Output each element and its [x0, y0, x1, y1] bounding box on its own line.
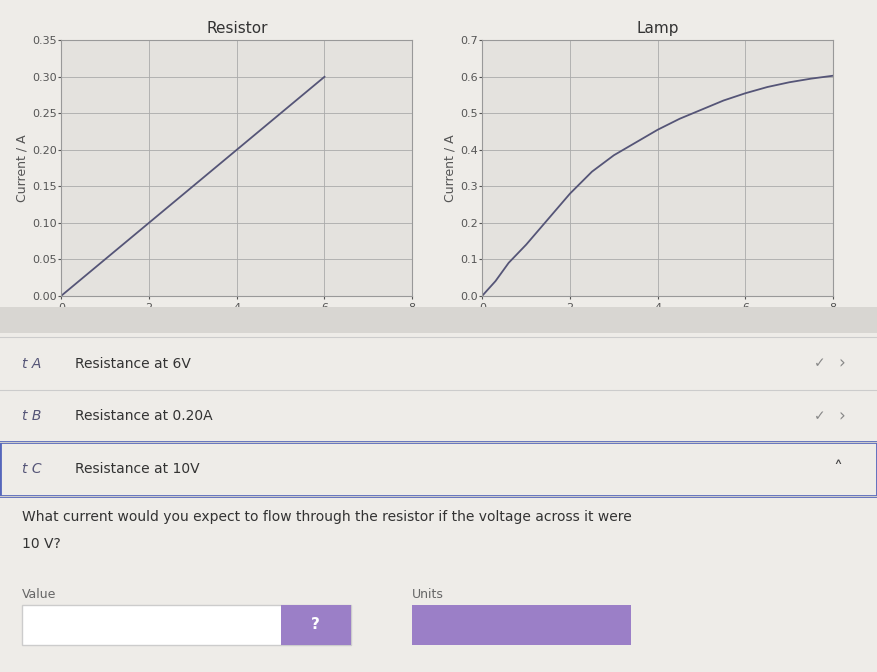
Text: t A: t A — [22, 357, 41, 370]
Title: Resistor: Resistor — [206, 22, 267, 36]
Text: ✓: ✓ — [814, 409, 826, 423]
Text: ?: ? — [311, 618, 320, 632]
Text: Units: Units — [412, 588, 444, 601]
Text: Value: Value — [22, 588, 56, 601]
Text: Resistance at 10V: Resistance at 10V — [75, 462, 199, 476]
FancyBboxPatch shape — [22, 605, 351, 645]
Y-axis label: Current / A: Current / A — [15, 134, 28, 202]
Y-axis label: Current / A: Current / A — [443, 134, 456, 202]
X-axis label: Voltage / V: Voltage / V — [203, 317, 271, 331]
Text: Resistance at 6V: Resistance at 6V — [75, 357, 190, 370]
FancyBboxPatch shape — [0, 307, 877, 333]
Text: What current would you expect to flow through the resistor if the voltage across: What current would you expect to flow th… — [22, 511, 631, 524]
Text: ›: › — [838, 407, 845, 425]
Text: ˄: ˄ — [833, 460, 842, 478]
FancyBboxPatch shape — [281, 605, 351, 645]
X-axis label: Voltage / V: Voltage / V — [624, 317, 692, 331]
Text: t B: t B — [22, 409, 41, 423]
Text: ✓: ✓ — [814, 357, 826, 370]
FancyBboxPatch shape — [412, 605, 631, 645]
Text: 10 V?: 10 V? — [22, 538, 61, 551]
FancyBboxPatch shape — [0, 442, 877, 496]
Text: Resistance at 0.20A: Resistance at 0.20A — [75, 409, 212, 423]
Text: ›: › — [838, 355, 845, 372]
Text: t C: t C — [22, 462, 41, 476]
Title: Lamp: Lamp — [637, 22, 679, 36]
